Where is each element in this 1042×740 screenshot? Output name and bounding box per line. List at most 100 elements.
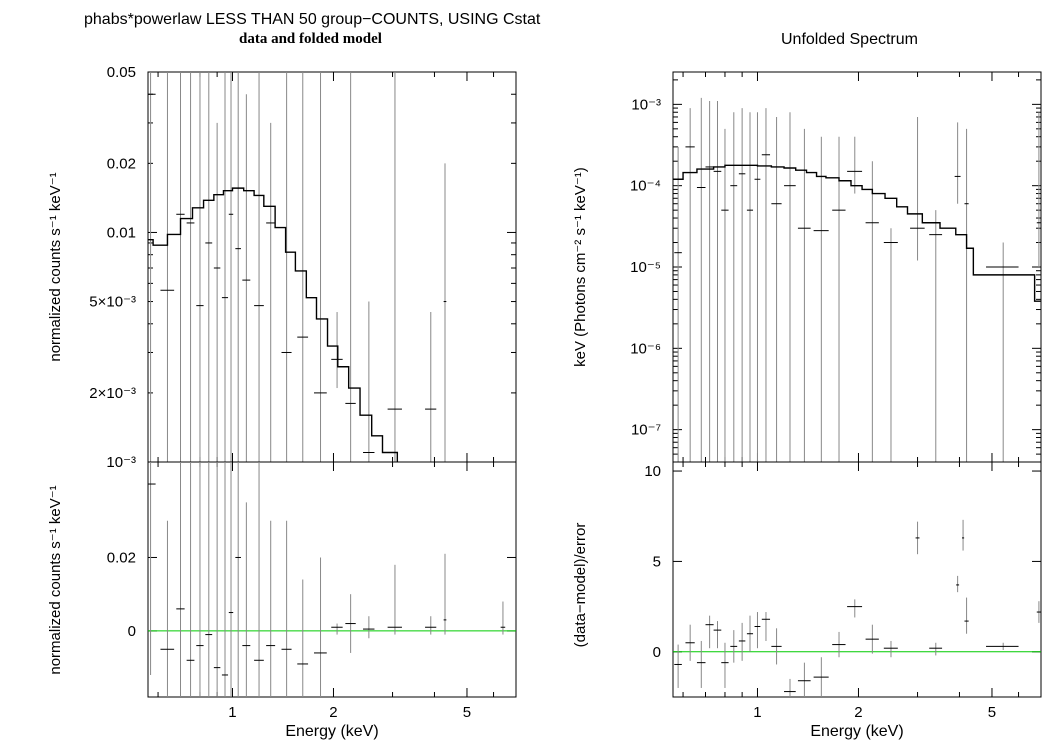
x-tick-label: 2 (854, 704, 862, 721)
y-tick-label: 0 (128, 623, 136, 640)
data-point (221, 72, 229, 462)
data-point (176, 72, 185, 462)
data-point (696, 640, 706, 688)
data-point (235, 72, 241, 462)
y-axis-label: normalized counts s⁻¹ keV⁻¹ (47, 172, 64, 361)
data-point (254, 72, 264, 462)
data-point (281, 72, 292, 462)
y-tick-label: 0.01 (107, 224, 136, 241)
plot-frame (672, 461, 1042, 698)
y-tick-label: 10 (644, 463, 661, 480)
x-tick-label: 1 (228, 704, 236, 721)
data-point (242, 94, 251, 462)
data-point (331, 312, 343, 389)
data-point (213, 462, 221, 697)
data-point (345, 72, 356, 462)
data-point (986, 642, 1019, 650)
data-point (771, 628, 782, 665)
data-point (425, 616, 437, 635)
plot-frame (147, 71, 517, 463)
data-point (730, 630, 738, 663)
panel-right-bottom: 1 2 5 Energy (keV) 10 5 0 (data−model)/error (572, 461, 1042, 740)
data-point (797, 662, 811, 697)
data-point (266, 520, 276, 697)
plot-frame (147, 461, 517, 698)
y-tick-label: 0.02 (107, 155, 136, 172)
y-tick-label: 2×10⁻³ (89, 385, 136, 402)
data-point (746, 112, 754, 462)
y-tick-label: 10⁻⁵ (630, 259, 661, 276)
plot-frame (672, 71, 1042, 463)
data-point (425, 312, 437, 462)
x-tick-label: 5 (988, 704, 996, 721)
y-tick-label: 10⁻³ (631, 96, 661, 113)
data-point (929, 210, 943, 462)
data-point (730, 112, 738, 462)
data-point (363, 301, 375, 462)
data-point (883, 640, 898, 658)
y-axis-label: normalized counts s⁻¹ keV⁻¹ (47, 485, 64, 674)
x-axis-label: Energy (keV) (285, 723, 378, 740)
data-point (186, 72, 195, 462)
data-point (160, 520, 175, 697)
data-point (160, 72, 175, 462)
data-point (235, 462, 241, 697)
model-line (673, 164, 1041, 302)
data-point (746, 615, 754, 652)
x-tick-label: 5 (463, 704, 471, 721)
y-tick-label: 5 (653, 553, 661, 570)
y-axis-label: (data−model)/error (572, 523, 589, 648)
data-point (186, 462, 195, 697)
data-point (205, 72, 213, 462)
data-point (832, 631, 846, 658)
data-point (266, 122, 276, 462)
left-title: phabs*powerlaw LESS THAN 50 group−COUNTS… (84, 11, 541, 28)
left-subtitle: data and folded model (239, 31, 382, 47)
data-point (387, 564, 402, 635)
data-point (443, 163, 447, 462)
data-point (784, 112, 796, 462)
data-point (685, 108, 695, 462)
data-point (705, 100, 714, 462)
data-point (705, 615, 714, 649)
data-point (176, 462, 185, 697)
data-point (196, 72, 204, 462)
data-point (784, 678, 796, 697)
data-point (883, 228, 898, 462)
data-point (228, 72, 234, 462)
model-line (148, 187, 399, 462)
data-point (771, 116, 782, 462)
y-tick-label: 0 (653, 644, 661, 661)
data-point (148, 462, 156, 675)
data-point (443, 553, 447, 635)
data-point (721, 128, 729, 462)
panel-right-top: 10⁻³ 10⁻⁴ 10⁻⁵ 10⁻⁶ 10⁻⁷ keV (Photons cm⁻² s⁻… (572, 71, 1042, 463)
data-point (713, 100, 722, 462)
data-point (961, 519, 965, 551)
data-point (964, 597, 969, 634)
y-tick-label: 5×10⁻³ (89, 294, 136, 311)
panel-left-top: 0.05 0.02 0.01 5×10⁻³ 2×10⁻³ 10⁻³ normalized c… (47, 64, 517, 471)
data-point (331, 623, 343, 635)
y-tick-label: 0.02 (107, 549, 136, 566)
data-point (254, 462, 264, 697)
y-tick-label: 10⁻³ (106, 454, 136, 471)
data-point (281, 520, 292, 697)
data-point (196, 462, 204, 697)
data-point (910, 116, 925, 261)
data-point (221, 462, 229, 697)
data-point (847, 599, 863, 618)
data-point (297, 579, 309, 697)
x-tick-label: 2 (329, 704, 337, 721)
data-point (738, 108, 746, 462)
data-point (832, 136, 846, 462)
data-point (696, 97, 706, 462)
data-point (761, 612, 771, 641)
data-point (964, 128, 969, 462)
right-title: Unfolded Spectrum (781, 31, 918, 48)
x-axis-label: Energy (keV) (810, 723, 903, 740)
data-point (713, 621, 722, 649)
data-point (754, 112, 761, 462)
